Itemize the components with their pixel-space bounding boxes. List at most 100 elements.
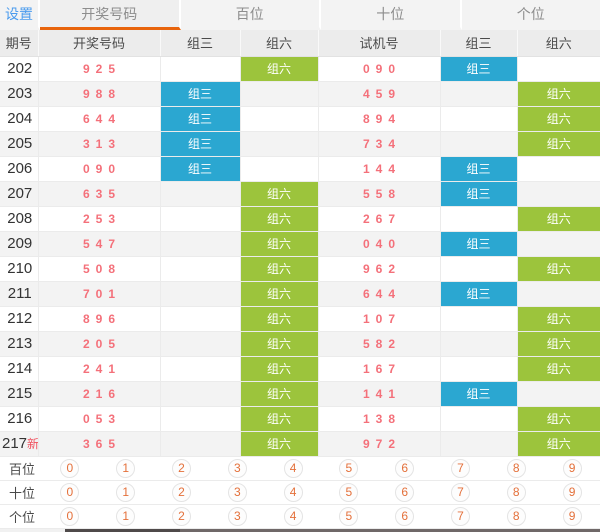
period-cell: 208 [0, 206, 39, 232]
digit-circle[interactable]: 9 [562, 458, 582, 478]
digit-circle[interactable]: 6 [395, 458, 415, 478]
test-number-cell: 267 [318, 206, 441, 232]
test-number-cell: 040 [318, 231, 441, 257]
tab-winning-numbers[interactable]: 开奖号码 [40, 0, 181, 30]
digit-row-label: 十位 [9, 485, 36, 501]
digit-circle[interactable]: 5 [339, 482, 359, 502]
group6-badge: 组六 [240, 281, 319, 307]
digit-cell: 1 [98, 482, 154, 502]
group3-badge: 组三 [440, 156, 518, 182]
digit-circle[interactable]: 0 [60, 458, 80, 478]
header-group6-open: 组六 [240, 30, 319, 57]
empty-cell [160, 181, 241, 207]
digit-circle[interactable]: 7 [450, 482, 470, 502]
digit-cell: 7 [433, 458, 489, 478]
digit-circle[interactable]: 7 [450, 506, 470, 526]
digit-cell: 1 [98, 506, 154, 526]
period-cell: 210 [0, 256, 39, 282]
digit-circle[interactable]: 6 [395, 506, 415, 526]
tab-hundreds[interactable]: 百位 [180, 0, 321, 30]
digit-cell: 8 [488, 458, 544, 478]
digit-circle[interactable]: 5 [339, 458, 359, 478]
digit-cell: 3 [209, 458, 265, 478]
winning-number-cell: 090 [38, 156, 161, 182]
digit-panel: 百位 0 1 2 3 4 5 6 7 8 9 十位 0 1 2 3 4 5 6 7 8 9 个位 0 1 2 3 4 5 6 7 8 9 [0, 456, 600, 529]
header-period: 期号 [0, 30, 39, 57]
digit-circle[interactable]: 2 [171, 482, 191, 502]
table-row: 210 508 组六 962 组六 [0, 256, 600, 282]
empty-cell [440, 256, 518, 282]
winning-number-cell: 216 [38, 381, 161, 407]
test-number-cell: 558 [318, 181, 441, 207]
tab-units[interactable]: 个位 [461, 0, 600, 30]
group6-badge: 组六 [240, 381, 319, 407]
digit-circle[interactable]: 4 [283, 458, 303, 478]
digit-circle[interactable]: 2 [171, 506, 191, 526]
group6-badge: 组六 [240, 181, 319, 207]
digit-circle[interactable]: 6 [395, 482, 415, 502]
digit-circle[interactable]: 5 [339, 506, 359, 526]
group6-badge: 组六 [240, 406, 319, 432]
digit-circle[interactable]: 3 [227, 482, 247, 502]
group6-badge: 组六 [517, 131, 600, 157]
test-number-cell: 144 [318, 156, 441, 182]
digit-circle[interactable]: 0 [60, 506, 80, 526]
tab-tens[interactable]: 十位 [321, 0, 462, 30]
empty-cell [240, 81, 319, 107]
group6-badge: 组六 [240, 206, 319, 232]
digit-circle[interactable]: 8 [506, 482, 526, 502]
empty-cell [160, 256, 241, 282]
digit-circle[interactable]: 1 [116, 506, 136, 526]
group6-badge: 组六 [517, 206, 600, 232]
digit-circle[interactable]: 8 [506, 506, 526, 526]
group3-badge: 组三 [440, 281, 518, 307]
period-cell: 203 [0, 81, 39, 107]
empty-cell [160, 306, 241, 332]
digit-circle[interactable]: 7 [450, 458, 470, 478]
digit-circle[interactable]: 3 [227, 458, 247, 478]
header-winning-number: 开奖号码 [38, 30, 161, 57]
digit-circle[interactable]: 2 [171, 458, 191, 478]
period-cell: 202 [0, 56, 39, 82]
digit-cell: 9 [544, 482, 600, 502]
empty-cell [160, 381, 241, 407]
digit-cell: 4 [265, 458, 321, 478]
table-row: 207 635 组六 558 组三 [0, 181, 600, 207]
winning-number-cell: 313 [38, 131, 161, 157]
empty-cell [517, 381, 600, 407]
test-number-cell: 141 [318, 381, 441, 407]
digit-circle[interactable]: 4 [283, 506, 303, 526]
digit-cell: 6 [377, 482, 433, 502]
test-number-cell: 734 [318, 131, 441, 157]
digit-circle[interactable]: 1 [116, 458, 136, 478]
digit-circle[interactable]: 9 [562, 482, 582, 502]
digit-circle[interactable]: 9 [562, 506, 582, 526]
table-row: 211 701 组六 644 组三 [0, 281, 600, 307]
digit-cell: 2 [154, 506, 210, 526]
empty-cell [240, 131, 319, 157]
digit-cell: 0 [42, 506, 98, 526]
digit-circle[interactable]: 1 [116, 482, 136, 502]
empty-cell [517, 56, 600, 82]
digit-circle[interactable]: 8 [506, 458, 526, 478]
table-row: 215 216 组六 141 组三 [0, 381, 600, 407]
digit-row: 百位 0 1 2 3 4 5 6 7 8 9 [0, 456, 600, 481]
header-group6-test: 组六 [517, 30, 600, 57]
empty-cell [160, 331, 241, 357]
empty-cell [440, 131, 518, 157]
winning-number-cell: 205 [38, 331, 161, 357]
empty-cell [160, 281, 241, 307]
empty-cell [160, 356, 241, 382]
digit-circle[interactable]: 4 [283, 482, 303, 502]
digit-row-label: 百位 [9, 461, 36, 477]
group6-badge: 组六 [517, 81, 600, 107]
digit-circle[interactable]: 0 [60, 482, 80, 502]
results-table: 期号 开奖号码 组三 组六 试机号 组三 组六 202 925 组六 090 组三 203… [0, 30, 600, 457]
settings-button[interactable]: 设置 [0, 0, 40, 30]
empty-cell [160, 406, 241, 432]
digit-circle[interactable]: 3 [227, 506, 247, 526]
winning-number-cell: 896 [38, 306, 161, 332]
winning-number-cell: 644 [38, 106, 161, 132]
empty-cell [440, 306, 518, 332]
